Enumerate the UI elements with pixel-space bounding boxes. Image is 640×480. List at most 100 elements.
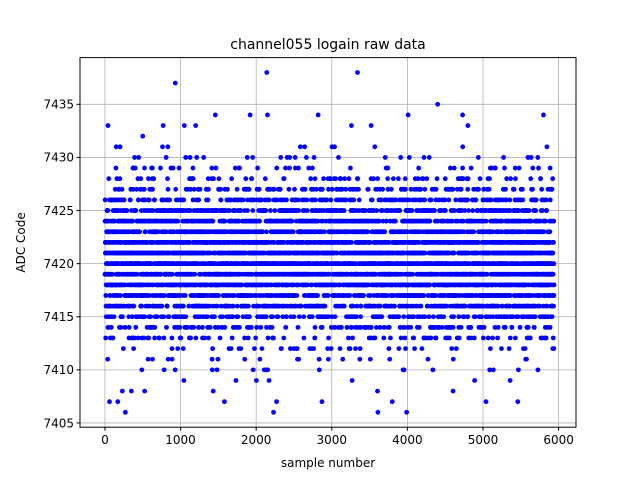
data-point bbox=[242, 356, 248, 362]
data-point bbox=[265, 335, 271, 341]
data-point bbox=[131, 303, 137, 309]
data-point bbox=[287, 165, 292, 171]
data-point bbox=[121, 197, 127, 203]
data-point bbox=[236, 218, 242, 224]
data-point bbox=[152, 324, 158, 330]
data-point bbox=[242, 335, 248, 341]
data-point bbox=[256, 186, 262, 192]
data-point bbox=[472, 314, 478, 320]
data-point bbox=[302, 186, 308, 192]
data-point bbox=[220, 314, 225, 320]
data-point bbox=[368, 324, 374, 330]
data-point bbox=[139, 367, 145, 373]
data-point bbox=[388, 186, 394, 192]
data-point bbox=[366, 282, 371, 288]
data-point bbox=[465, 186, 471, 192]
data-point bbox=[177, 324, 183, 330]
data-point bbox=[228, 197, 234, 203]
data-point bbox=[367, 240, 373, 245]
data-point bbox=[176, 165, 182, 171]
data-point bbox=[386, 346, 392, 352]
data-point bbox=[305, 282, 310, 288]
data-point bbox=[395, 176, 401, 182]
data-point bbox=[183, 155, 189, 160]
data-point bbox=[338, 324, 344, 330]
data-point bbox=[238, 346, 244, 352]
data-point bbox=[228, 346, 234, 352]
data-point bbox=[209, 356, 215, 362]
data-point bbox=[397, 324, 403, 330]
data-point bbox=[250, 155, 256, 160]
data-point bbox=[426, 155, 432, 160]
data-point bbox=[294, 293, 300, 298]
data-point bbox=[215, 356, 221, 362]
data-point bbox=[403, 186, 408, 192]
data-point bbox=[312, 324, 318, 330]
data-point bbox=[349, 324, 355, 330]
data-point bbox=[254, 378, 259, 383]
data-point bbox=[292, 155, 298, 160]
data-point bbox=[215, 324, 221, 330]
data-point bbox=[230, 303, 236, 309]
data-point bbox=[422, 197, 428, 203]
data-point bbox=[259, 346, 265, 352]
data-point bbox=[252, 346, 257, 352]
data-point bbox=[475, 155, 481, 160]
data-point bbox=[433, 335, 439, 341]
data-point bbox=[240, 197, 246, 203]
data-point bbox=[446, 335, 452, 341]
data-point bbox=[287, 155, 293, 160]
data-point bbox=[450, 186, 456, 192]
data-point bbox=[152, 197, 158, 203]
data-point bbox=[105, 356, 111, 362]
data-point bbox=[218, 303, 224, 309]
data-point bbox=[337, 282, 343, 288]
data-point bbox=[127, 197, 133, 203]
data-point bbox=[260, 229, 265, 235]
data-point bbox=[450, 356, 456, 362]
data-point bbox=[296, 208, 301, 213]
data-point bbox=[249, 271, 255, 277]
data-point bbox=[193, 335, 199, 341]
data-point bbox=[216, 176, 222, 182]
data-point bbox=[275, 314, 281, 320]
data-point bbox=[312, 176, 318, 182]
data-point bbox=[150, 165, 155, 171]
data-point bbox=[296, 165, 301, 171]
data-point bbox=[417, 229, 423, 235]
data-point bbox=[245, 208, 250, 213]
data-point bbox=[255, 165, 261, 171]
data-point bbox=[194, 155, 200, 160]
data-point bbox=[471, 335, 477, 341]
data-point bbox=[209, 165, 215, 171]
data-point bbox=[386, 240, 392, 245]
data-point bbox=[460, 218, 466, 224]
data-point bbox=[243, 176, 249, 182]
data-point bbox=[432, 208, 437, 213]
data-point bbox=[385, 176, 391, 182]
data-point bbox=[328, 197, 334, 203]
data-point bbox=[387, 356, 393, 362]
data-point bbox=[402, 324, 407, 330]
data-point bbox=[421, 293, 427, 298]
data-point bbox=[118, 293, 123, 298]
data-point bbox=[465, 176, 471, 182]
data-point bbox=[328, 324, 334, 330]
data-point bbox=[217, 335, 223, 341]
data-point bbox=[414, 303, 420, 309]
data-point bbox=[357, 324, 363, 330]
data-point bbox=[269, 324, 275, 330]
data-point bbox=[180, 303, 186, 309]
data-point bbox=[138, 176, 144, 182]
data-point bbox=[409, 208, 415, 213]
data-point bbox=[367, 356, 373, 362]
data-point bbox=[166, 314, 172, 320]
data-point bbox=[281, 240, 287, 245]
data-point bbox=[336, 155, 341, 160]
data-point bbox=[231, 293, 237, 298]
data-points bbox=[102, 70, 557, 415]
data-point bbox=[146, 293, 152, 298]
data-point bbox=[426, 314, 432, 320]
data-point bbox=[207, 303, 212, 309]
data-point bbox=[135, 335, 141, 341]
